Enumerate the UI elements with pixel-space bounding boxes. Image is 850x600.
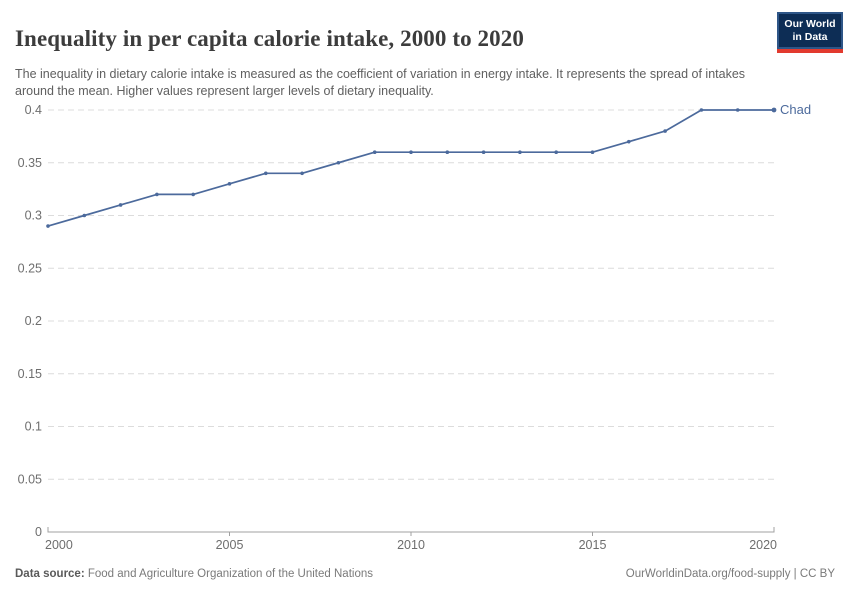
owid-logo-line2: in Data — [792, 30, 828, 43]
x-axis-label: 2000 — [45, 538, 73, 552]
x-axis-line — [47, 527, 775, 533]
data-point[interactable] — [699, 108, 704, 112]
data-point[interactable] — [445, 150, 450, 154]
x-axis-label: 2005 — [216, 538, 244, 552]
data-point[interactable] — [590, 150, 595, 154]
data-source-label: Data source: — [15, 568, 85, 580]
data-source: Data source: Food and Agriculture Organi… — [15, 568, 373, 580]
y-axis-label: 0.35 — [18, 156, 42, 170]
footer-link[interactable]: OurWorldinData.org/food-supply | CC BY — [626, 568, 835, 580]
y-axis-label: 0.1 — [25, 420, 42, 434]
y-axis-label: 0.15 — [18, 367, 42, 381]
x-axis-label: 2015 — [579, 538, 607, 552]
owid-logo[interactable]: Our World in Data — [777, 12, 843, 53]
owid-logo-line1: Our World — [784, 17, 836, 30]
y-axis-label: 0.3 — [25, 209, 42, 223]
data-point[interactable] — [336, 160, 341, 165]
y-axis-label: 0.05 — [18, 472, 42, 486]
x-axis-label: 2010 — [397, 538, 425, 552]
data-point[interactable] — [409, 150, 413, 154]
y-axis-label: 0.2 — [25, 314, 42, 328]
series-line-chad — [47, 109, 775, 227]
data-point[interactable] — [663, 129, 667, 133]
data-point[interactable] — [627, 139, 631, 144]
data-point[interactable] — [481, 150, 486, 154]
data-point[interactable] — [735, 108, 740, 112]
owid-logo-box: Our World in Data — [777, 12, 843, 49]
chart-footer: Data source: Food and Agriculture Organi… — [15, 568, 835, 580]
data-point[interactable] — [155, 192, 159, 197]
data-source-text: Food and Agriculture Organization of the… — [84, 568, 373, 580]
footer-link-text[interactable]: OurWorldinData.org/food-supply | CC BY — [625, 568, 835, 580]
data-point[interactable] — [227, 182, 232, 186]
data-point[interactable] — [554, 150, 558, 154]
data-point[interactable] — [372, 150, 377, 154]
chart-subtitle: The inequality in dietary calorie intake… — [15, 66, 746, 99]
data-point[interactable] — [518, 150, 522, 154]
data-point[interactable] — [300, 171, 304, 176]
x-axis-label: 2020 — [749, 538, 777, 552]
entity-label-chad[interactable]: Chad — [780, 102, 811, 117]
data-point[interactable] — [264, 171, 268, 176]
data-point[interactable] — [191, 192, 195, 197]
data-point[interactable] — [46, 224, 50, 228]
data-point[interactable] — [82, 213, 87, 218]
page-title: Inequality in per capita calorie intake,… — [15, 26, 524, 52]
data-point[interactable] — [771, 107, 777, 113]
owid-logo-red-bar — [777, 49, 843, 53]
data-point[interactable] — [118, 203, 123, 207]
y-axis-label: 0.4 — [25, 103, 42, 117]
y-axis-label: 0.25 — [18, 261, 42, 275]
y-axis-label: 0 — [35, 525, 42, 539]
